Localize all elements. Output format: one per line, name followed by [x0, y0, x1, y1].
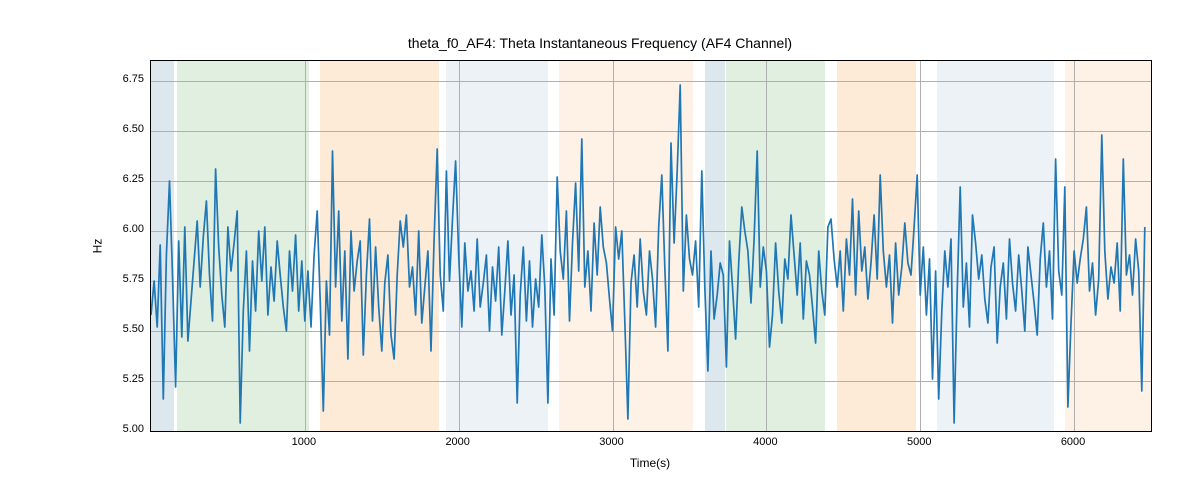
y-tick-label: 5.75	[104, 273, 144, 285]
x-axis-label: Time(s)	[150, 456, 1150, 470]
x-tick-label: 1000	[274, 436, 334, 448]
data-series-line	[151, 85, 1145, 423]
y-axis-label: Hz	[90, 239, 104, 254]
x-tick-label: 5000	[889, 436, 949, 448]
y-tick-label: 5.25	[104, 373, 144, 385]
y-tick-label: 6.75	[104, 73, 144, 85]
grid-line	[151, 431, 1151, 432]
x-tick-label: 3000	[582, 436, 642, 448]
figure: theta_f0_AF4: Theta Instantaneous Freque…	[0, 0, 1200, 500]
plot-axes	[150, 60, 1152, 432]
y-tick-label: 6.50	[104, 123, 144, 135]
x-tick-label: 2000	[428, 436, 488, 448]
x-tick-label: 6000	[1043, 436, 1103, 448]
y-tick-label: 6.00	[104, 223, 144, 235]
x-tick-label: 4000	[735, 436, 795, 448]
chart-title: theta_f0_AF4: Theta Instantaneous Freque…	[0, 35, 1200, 51]
y-tick-label: 6.25	[104, 173, 144, 185]
y-tick-label: 5.00	[104, 423, 144, 435]
y-tick-label: 5.50	[104, 323, 144, 335]
line-plot	[151, 61, 1151, 431]
